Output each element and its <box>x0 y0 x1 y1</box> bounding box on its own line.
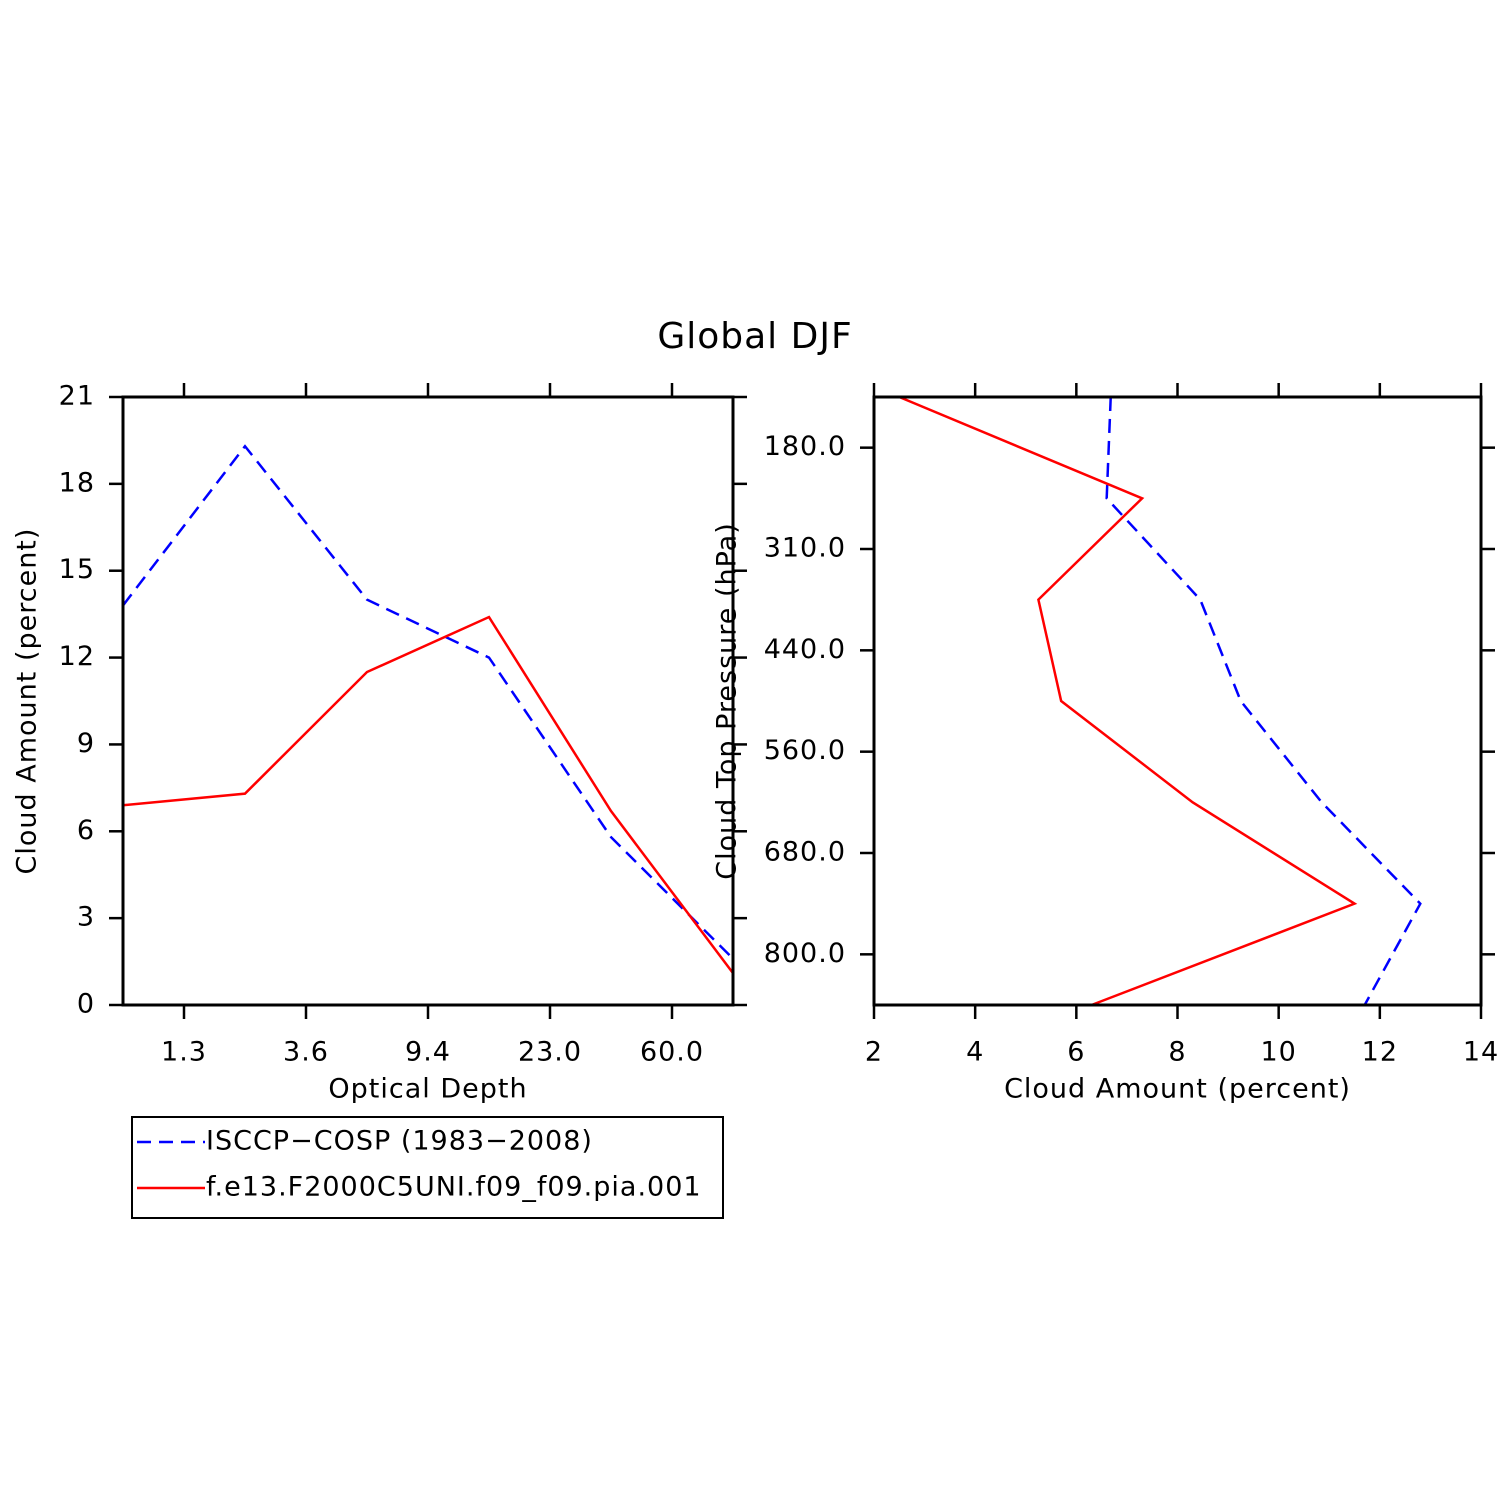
x-tick-label: 8 <box>1168 1037 1186 1068</box>
y-tick-label: 180.0 <box>764 431 846 462</box>
x-tick-label: 12 <box>1362 1037 1398 1068</box>
x-tick-label: 6 <box>1067 1037 1085 1068</box>
plot-frame <box>872 395 1483 1007</box>
x-tick-label: 1.3 <box>161 1037 207 1068</box>
y-tick-label: 0 <box>77 989 95 1020</box>
figure-title: Global DJF <box>657 316 852 357</box>
y-tick-label: 560.0 <box>764 735 846 766</box>
x-tick-label: 2 <box>865 1037 883 1068</box>
series-line <box>122 444 734 960</box>
x-tick-label: 10 <box>1260 1037 1296 1068</box>
x-axis-label: Cloud Amount (percent) <box>1004 1074 1351 1105</box>
y-tick-label: 15 <box>59 554 95 585</box>
y-axis-label: Cloud Amount (percent) <box>12 528 43 875</box>
x-tick-label: 4 <box>966 1037 984 1068</box>
series-line <box>1105 396 1422 1006</box>
y-tick-label: 310.0 <box>764 533 846 564</box>
legend-box <box>131 1116 724 1219</box>
y-tick-label: 3 <box>77 902 95 933</box>
x-tick-label: 14 <box>1463 1037 1499 1068</box>
y-tick-label: 12 <box>59 641 95 672</box>
y-tick-label: 6 <box>77 815 95 846</box>
legend-label: ISCCP−COSP (1983−2008) <box>206 1126 593 1157</box>
y-axis-label: Cloud Top Pressure (hPa) <box>712 522 743 880</box>
y-tick-label: 21 <box>59 381 95 412</box>
series-line <box>122 615 734 974</box>
y-tick-label: 680.0 <box>764 837 846 868</box>
series-line <box>898 395 1358 1007</box>
legend-label: f.e13.F2000C5UNI.f09_f09.pia.001 <box>206 1172 702 1203</box>
x-tick-label: 3.6 <box>283 1037 329 1068</box>
x-axis-label: Optical Depth <box>328 1074 527 1105</box>
x-tick-label: 60.0 <box>640 1037 704 1068</box>
plot-frame <box>121 395 735 1007</box>
y-tick-label: 440.0 <box>764 634 846 665</box>
x-tick-label: 23.0 <box>518 1037 582 1068</box>
y-tick-label: 800.0 <box>764 938 846 969</box>
x-tick-label: 9.4 <box>405 1037 451 1068</box>
y-tick-label: 9 <box>77 728 95 759</box>
y-tick-label: 18 <box>59 467 95 498</box>
